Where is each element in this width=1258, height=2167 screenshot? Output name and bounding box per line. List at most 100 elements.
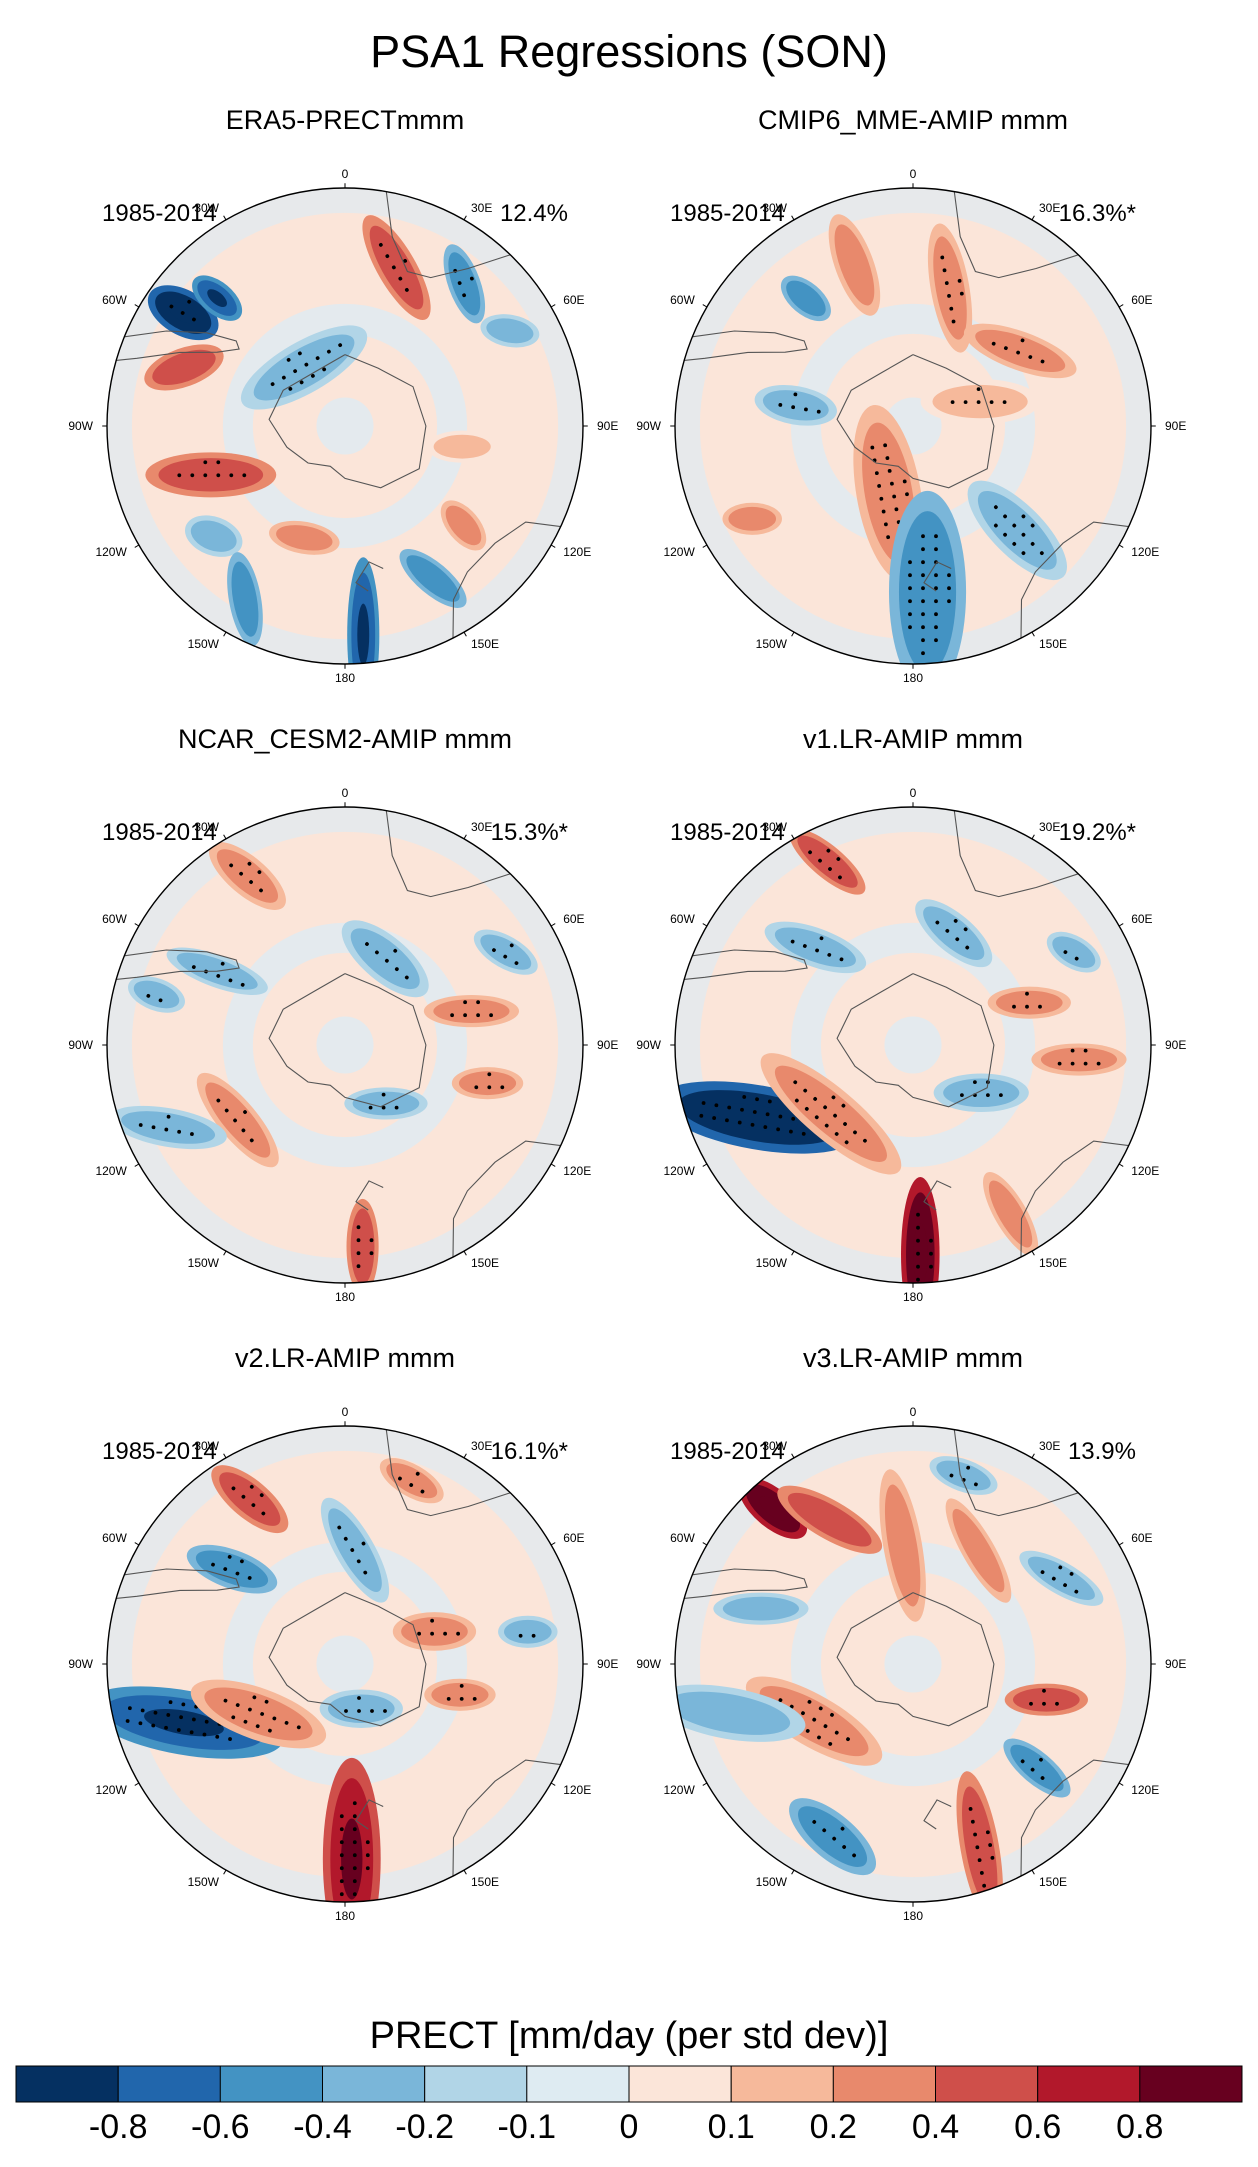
significance-dot: [352, 1879, 357, 1884]
significance-dot: [326, 349, 331, 354]
significance-dot: [905, 492, 909, 497]
longitude-label: 90W: [636, 1038, 661, 1052]
significance-dot: [838, 875, 842, 880]
significance-dot: [846, 1737, 850, 1742]
significance-dot: [146, 993, 151, 998]
colorbar: PRECT [mm/day (per std dev)] -0.8 -0.6 -0.…: [15, 2015, 1243, 2146]
anomaly-region: [764, 921, 867, 974]
significance-dot: [361, 1541, 366, 1546]
antarctica-outline: [268, 354, 427, 489]
significance-dot: [352, 1840, 357, 1845]
longitude-label: 30E: [1039, 1439, 1060, 1453]
significance-dot: [890, 481, 894, 486]
significance-dot: [834, 1132, 839, 1136]
significance-dot: [947, 293, 951, 298]
significance-dot: [235, 1703, 240, 1707]
colorbar-tick-label: -0.8: [89, 2108, 148, 2146]
significance-dot: [125, 1719, 130, 1723]
significance-dot: [877, 484, 882, 488]
significance-dot: [934, 599, 938, 604]
longitude-tick: [463, 1869, 467, 1875]
south-america-outline: [684, 1568, 808, 1599]
anomaly-core: [1010, 1744, 1064, 1792]
significance-dot: [187, 299, 192, 304]
significance-dot: [1039, 1757, 1043, 1762]
africa-outline: [385, 1429, 511, 1517]
significance-dot: [836, 857, 841, 861]
significance-dot: [223, 1567, 228, 1571]
significance-dot: [243, 1110, 247, 1114]
africa-outline: [953, 810, 1079, 898]
significance-dot: [883, 522, 888, 527]
significance-dot: [935, 920, 940, 925]
significance-dot: [968, 1806, 973, 1811]
anomaly-region: [927, 223, 973, 353]
antarctica-outline: [836, 1592, 995, 1727]
longitude-label: 120W: [663, 1164, 695, 1178]
longitude-tick: [463, 215, 467, 221]
anomaly-region: [1019, 1550, 1104, 1606]
significance-dot: [385, 254, 390, 259]
map-field: [675, 807, 1151, 1283]
significance-dot: [381, 1092, 386, 1097]
anomaly-core: [774, 1065, 887, 1162]
significance-dot: [249, 1484, 254, 1489]
significance-dot: [514, 961, 519, 966]
significance-dot: [241, 1128, 246, 1133]
new-zealand-outline: [923, 561, 952, 592]
significance-dot: [227, 1554, 232, 1559]
significance-dot: [934, 638, 938, 643]
significance-dot: [908, 625, 912, 630]
significance-dot: [916, 1251, 920, 1256]
map-panel: CMIP6_MME-AMIP mmm 1985-2014 16.3%* 0 30E 60E…: [636, 105, 1186, 685]
significance-dot: [463, 1000, 467, 1005]
significance-dot: [803, 1088, 808, 1093]
significance-dot: [204, 1719, 209, 1724]
south-america-outline: [116, 949, 240, 980]
significance-dot: [929, 1251, 933, 1256]
anomaly-core: [190, 520, 237, 552]
significance-dot: [509, 943, 514, 948]
significance-dot: [1055, 1701, 1059, 1706]
longitude-tick: [134, 544, 140, 548]
significance-dot: [299, 380, 304, 385]
longitude-tick: [702, 1542, 708, 1546]
significance-dot: [813, 1097, 818, 1101]
significance-dot: [249, 1138, 254, 1143]
longitude-label: 180: [903, 671, 923, 685]
significance-dot: [1096, 1061, 1101, 1066]
significance-dot: [830, 1713, 834, 1717]
significance-dot: [378, 242, 383, 247]
anomaly-region: [319, 1689, 403, 1729]
panel-title: v2.LR-AMIP mmm: [235, 1343, 455, 1373]
significance-dot: [394, 967, 399, 972]
significance-dot: [356, 1559, 361, 1564]
significance-dot: [975, 1845, 980, 1850]
significance-dot: [790, 939, 795, 944]
australia-outline: [452, 1140, 561, 1258]
significance-dot: [430, 1618, 434, 1623]
significance-dot: [352, 1853, 357, 1858]
significance-dot: [934, 573, 938, 578]
longitude-label: 120W: [663, 545, 695, 559]
anomaly-core: [231, 561, 259, 637]
longitude-tick: [702, 923, 708, 927]
significance-dot: [921, 638, 925, 643]
longitude-tick: [550, 1782, 556, 1786]
new-zealand-outline: [923, 1799, 952, 1830]
map-panel: v2.LR-AMIP mmm 1985-2014 16.1%* 0 30E 60E 90E 1…: [68, 1343, 618, 1923]
significance-dot: [228, 1737, 232, 1741]
significance-dot: [947, 586, 951, 591]
anomaly-core: [923, 906, 985, 960]
anomaly-region: [789, 828, 866, 895]
significance-dot: [500, 1085, 505, 1090]
significance-dot: [191, 1717, 196, 1722]
significance-dot: [886, 535, 891, 540]
longitude-label: 180: [903, 1290, 923, 1304]
significance-dot: [1042, 1701, 1046, 1706]
significance-dot: [394, 1105, 399, 1110]
significance-dot: [1063, 950, 1068, 955]
anomaly-core: [787, 1492, 872, 1547]
significance-dot: [812, 1820, 817, 1824]
panel-title: CMIP6_MME-AMIP mmm: [758, 105, 1068, 135]
